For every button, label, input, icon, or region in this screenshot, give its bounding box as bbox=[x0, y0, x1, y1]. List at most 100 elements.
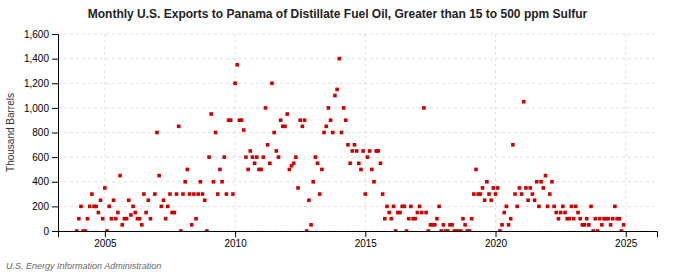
point bbox=[212, 180, 216, 184]
point bbox=[526, 198, 530, 202]
tick: 1,600 bbox=[24, 29, 58, 40]
point bbox=[246, 168, 250, 172]
point bbox=[309, 223, 313, 227]
point bbox=[138, 217, 142, 221]
tick-label: 2025 bbox=[615, 238, 638, 249]
point bbox=[446, 229, 450, 231]
point bbox=[272, 131, 276, 135]
point bbox=[450, 223, 454, 227]
tick: 2015 bbox=[355, 231, 378, 249]
point bbox=[86, 217, 90, 221]
point bbox=[264, 106, 268, 110]
point bbox=[576, 211, 580, 215]
point bbox=[350, 149, 354, 153]
point bbox=[301, 125, 305, 129]
point bbox=[253, 161, 257, 165]
point bbox=[316, 161, 320, 165]
point bbox=[479, 192, 483, 196]
tick: 0 bbox=[43, 226, 58, 237]
point bbox=[559, 211, 563, 215]
point bbox=[607, 217, 611, 221]
grid-line bbox=[58, 206, 657, 207]
point bbox=[242, 128, 246, 132]
point bbox=[125, 217, 129, 221]
tick: 1,400 bbox=[24, 53, 58, 64]
point bbox=[498, 229, 502, 231]
y-axis-title: Thousand Barrels bbox=[5, 93, 16, 172]
point bbox=[520, 192, 524, 196]
point bbox=[314, 155, 318, 159]
point bbox=[303, 118, 307, 122]
point bbox=[275, 149, 279, 153]
point bbox=[522, 100, 526, 104]
point bbox=[162, 198, 166, 202]
tick-label: 2020 bbox=[485, 238, 508, 249]
point bbox=[416, 211, 420, 215]
point bbox=[179, 229, 183, 231]
point bbox=[531, 192, 535, 196]
point bbox=[381, 192, 385, 196]
point bbox=[379, 161, 383, 165]
point bbox=[500, 223, 504, 227]
point bbox=[570, 205, 574, 209]
point bbox=[413, 217, 417, 221]
point bbox=[609, 223, 613, 227]
point bbox=[442, 223, 446, 227]
point bbox=[392, 205, 396, 209]
tick-label: 400 bbox=[32, 176, 49, 187]
tick-label: 0 bbox=[43, 226, 49, 237]
point bbox=[572, 217, 576, 221]
point bbox=[470, 217, 474, 221]
point bbox=[181, 192, 185, 196]
tick-mark bbox=[365, 231, 366, 237]
point bbox=[259, 168, 263, 172]
point bbox=[377, 149, 381, 153]
point bbox=[342, 106, 346, 110]
tick: 1,200 bbox=[24, 78, 58, 89]
point bbox=[344, 118, 348, 122]
point bbox=[88, 205, 92, 209]
tick-label: 2005 bbox=[94, 238, 117, 249]
point bbox=[552, 205, 556, 209]
point bbox=[613, 205, 617, 209]
point bbox=[387, 211, 391, 215]
tick-mark bbox=[105, 231, 106, 237]
point bbox=[472, 192, 476, 196]
point bbox=[598, 217, 602, 221]
point bbox=[340, 131, 344, 135]
point bbox=[509, 217, 513, 221]
point bbox=[359, 168, 363, 172]
point bbox=[157, 174, 161, 178]
point bbox=[461, 217, 465, 221]
point bbox=[361, 149, 365, 153]
point bbox=[548, 192, 552, 196]
point bbox=[207, 155, 211, 159]
point bbox=[366, 155, 370, 159]
grid-line bbox=[58, 83, 657, 84]
point bbox=[311, 180, 315, 184]
point bbox=[146, 198, 150, 202]
point bbox=[574, 205, 578, 209]
tick: 2010 bbox=[224, 231, 247, 249]
point bbox=[353, 143, 357, 147]
point bbox=[357, 161, 361, 165]
point bbox=[240, 118, 244, 122]
point bbox=[544, 174, 548, 178]
point bbox=[487, 192, 491, 196]
point bbox=[346, 143, 350, 147]
point bbox=[118, 174, 122, 178]
point bbox=[99, 198, 103, 202]
point bbox=[251, 155, 255, 159]
point bbox=[539, 180, 543, 184]
point bbox=[94, 205, 98, 209]
axis-line bbox=[59, 232, 658, 238]
point bbox=[385, 205, 389, 209]
point bbox=[335, 88, 339, 92]
point bbox=[266, 143, 270, 147]
point bbox=[101, 217, 105, 221]
point bbox=[331, 131, 335, 135]
point bbox=[589, 205, 593, 209]
point bbox=[611, 217, 615, 221]
point bbox=[77, 217, 81, 221]
point bbox=[322, 131, 326, 135]
